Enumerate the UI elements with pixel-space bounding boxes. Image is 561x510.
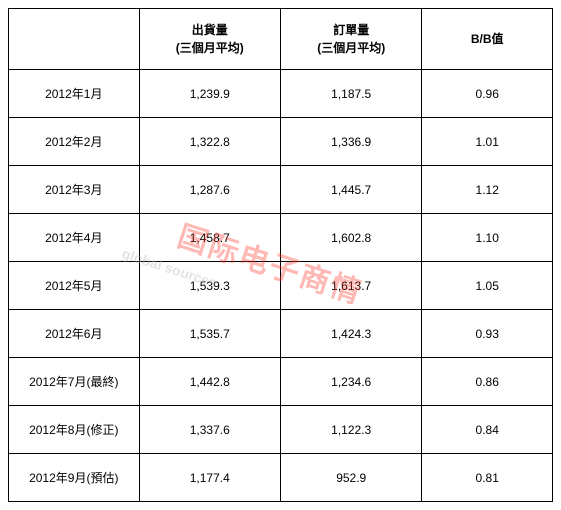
cell-month: 2012年1月: [9, 70, 140, 118]
table-row: 2012年2月 1,322.8 1,336.9 1.01: [9, 118, 553, 166]
table-row: 2012年9月(預估) 1,177.4 952.9 0.81: [9, 454, 553, 502]
cell-bb: 1.05: [422, 262, 553, 310]
cell-month: 2012年4月: [9, 214, 140, 262]
cell-month: 2012年7月(最終): [9, 358, 140, 406]
header-shipments-l1: 出貨量: [192, 23, 228, 37]
table-row: 2012年1月 1,239.9 1,187.5 0.96: [9, 70, 553, 118]
header-orders-l2: (三個月平均): [317, 41, 385, 55]
header-shipments: 出貨量 (三個月平均): [139, 9, 280, 70]
cell-shipments: 1,442.8: [139, 358, 280, 406]
header-row: 出貨量 (三個月平均) 訂單量 (三個月平均) B/B值: [9, 9, 553, 70]
cell-orders: 1,445.7: [280, 166, 421, 214]
cell-shipments: 1,239.9: [139, 70, 280, 118]
cell-bb: 0.96: [422, 70, 553, 118]
cell-shipments: 1,535.7: [139, 310, 280, 358]
header-shipments-l2: (三個月平均): [176, 41, 244, 55]
table-body: 2012年1月 1,239.9 1,187.5 0.96 2012年2月 1,3…: [9, 70, 553, 502]
cell-month: 2012年8月(修正): [9, 406, 140, 454]
cell-orders: 1,424.3: [280, 310, 421, 358]
cell-shipments: 1,322.8: [139, 118, 280, 166]
cell-shipments: 1,287.6: [139, 166, 280, 214]
cell-orders: 1,602.8: [280, 214, 421, 262]
header-month: [9, 9, 140, 70]
cell-month: 2012年3月: [9, 166, 140, 214]
cell-bb: 0.93: [422, 310, 553, 358]
cell-bb: 1.12: [422, 166, 553, 214]
data-table: 出貨量 (三個月平均) 訂單量 (三個月平均) B/B值 2012年1月 1,2…: [8, 8, 553, 502]
cell-shipments: 1,539.3: [139, 262, 280, 310]
cell-orders: 1,234.6: [280, 358, 421, 406]
cell-bb: 0.81: [422, 454, 553, 502]
cell-month: 2012年6月: [9, 310, 140, 358]
table-row: 2012年4月 1,458.7 1,602.8 1.10: [9, 214, 553, 262]
cell-orders: 1,187.5: [280, 70, 421, 118]
cell-orders: 1,613.7: [280, 262, 421, 310]
cell-bb: 1.10: [422, 214, 553, 262]
cell-month: 2012年5月: [9, 262, 140, 310]
header-orders: 訂單量 (三個月平均): [280, 9, 421, 70]
table-row: 2012年6月 1,535.7 1,424.3 0.93: [9, 310, 553, 358]
table-row: 2012年3月 1,287.6 1,445.7 1.12: [9, 166, 553, 214]
cell-shipments: 1,337.6: [139, 406, 280, 454]
cell-month: 2012年9月(預估): [9, 454, 140, 502]
cell-bb: 0.84: [422, 406, 553, 454]
cell-orders: 1,122.3: [280, 406, 421, 454]
cell-orders: 1,336.9: [280, 118, 421, 166]
cell-month: 2012年2月: [9, 118, 140, 166]
cell-shipments: 1,458.7: [139, 214, 280, 262]
cell-bb: 0.86: [422, 358, 553, 406]
cell-orders: 952.9: [280, 454, 421, 502]
table-row: 2012年7月(最終) 1,442.8 1,234.6 0.86: [9, 358, 553, 406]
cell-bb: 1.01: [422, 118, 553, 166]
header-orders-l1: 訂單量: [333, 23, 369, 37]
cell-shipments: 1,177.4: [139, 454, 280, 502]
table-row: 2012年8月(修正) 1,337.6 1,122.3 0.84: [9, 406, 553, 454]
header-bb: B/B值: [422, 9, 553, 70]
table-row: 2012年5月 1,539.3 1,613.7 1.05: [9, 262, 553, 310]
